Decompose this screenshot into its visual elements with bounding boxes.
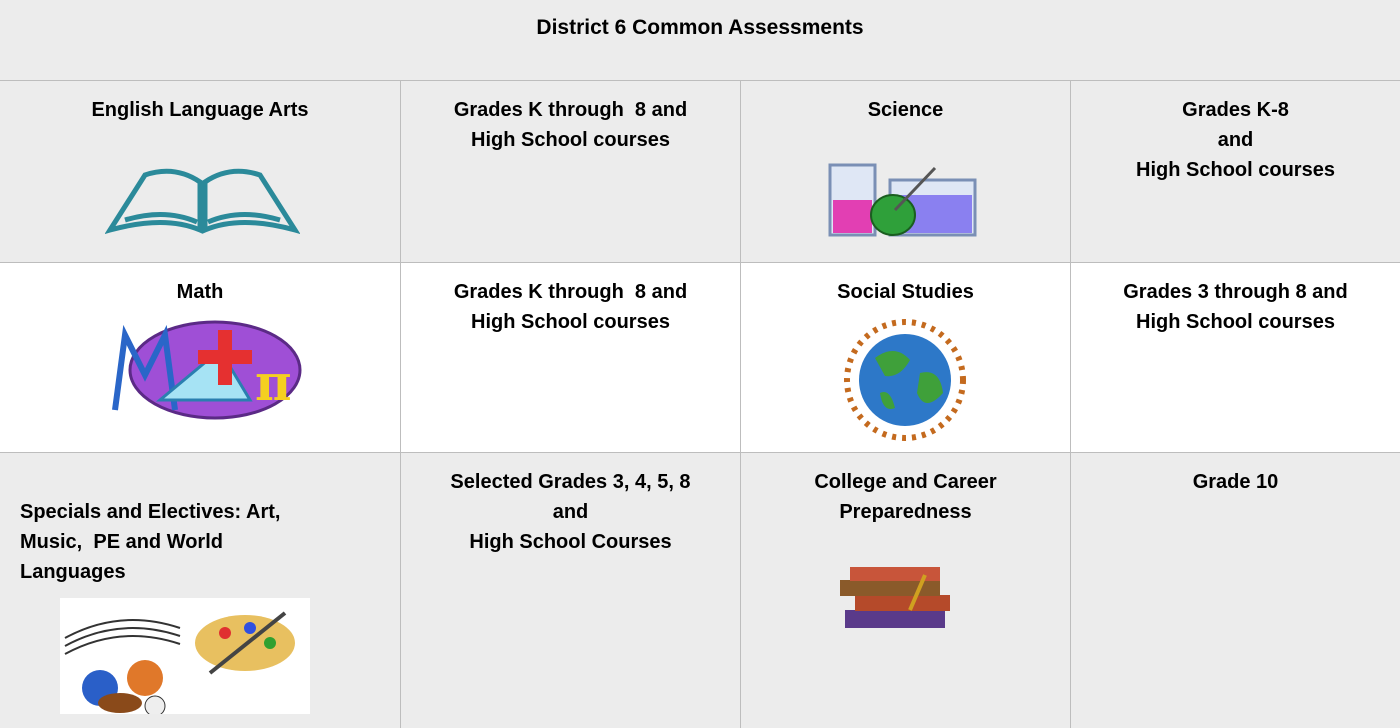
cell-text: Social Studies — [741, 277, 1070, 307]
text-line: High School courses — [471, 311, 670, 333]
text-line: High School Courses — [469, 531, 672, 553]
cell-text: Grades K-8 and High School courses — [1071, 95, 1400, 185]
cell-text: English Language Arts — [0, 95, 400, 125]
books-icon — [840, 567, 950, 628]
cell-text: Grades 3 through 8 and High School course… — [1071, 277, 1400, 337]
cell-text: Grades K through 8 and High School course… — [401, 95, 740, 155]
text-line: Grades K-8 — [1182, 99, 1289, 121]
cell-text: Selected Grades 3, 4, 5, 8 and High School… — [401, 467, 740, 557]
text-line: Specials and Electives: Art, — [20, 501, 281, 523]
svg-text:π: π — [255, 353, 292, 412]
text-line: English Language Arts — [91, 99, 309, 121]
table-cell: Science — [740, 80, 1070, 262]
text-line: Science — [867, 99, 944, 121]
specials-icon — [60, 598, 310, 714]
text-line: College and Career — [814, 471, 997, 493]
globe-icon — [844, 319, 966, 441]
cell-text: College and Career Preparedness — [741, 467, 1070, 527]
text-line: Selected Grades 3, 4, 5, 8 — [450, 471, 691, 493]
book-icon — [105, 168, 300, 234]
math-icon: π — [112, 320, 302, 420]
text-line: and — [1217, 129, 1254, 151]
text-line: Math — [176, 281, 224, 303]
text-line: Grades K through 8 and — [453, 99, 688, 121]
text-line: Music, PE and World — [20, 531, 223, 553]
text-line: Grade 10 — [1192, 471, 1279, 493]
title: District 6 Common Assessments — [0, 0, 1400, 80]
table-cell: Grades K through 8 and High School course… — [400, 80, 740, 262]
text-line: Social Studies — [837, 281, 974, 303]
cell-text: Specials and Electives: Art, Music, PE an… — [20, 497, 400, 587]
text-line: High School courses — [471, 129, 670, 151]
cell-text: Math — [0, 277, 400, 307]
text-line: Languages — [20, 561, 126, 583]
text-line: High School courses — [1136, 159, 1335, 181]
science-icon — [828, 163, 977, 237]
table-cell: Grade 10 — [1070, 452, 1400, 728]
table-cell: Grades K through 8 and High School course… — [400, 262, 740, 452]
table-cell: Grades 3 through 8 and High School course… — [1070, 262, 1400, 452]
text-line: High School courses — [1136, 311, 1335, 333]
cell-text: Grades K through 8 and High School course… — [401, 277, 740, 337]
text-line: and — [552, 501, 589, 523]
cell-text: Science — [741, 95, 1070, 125]
text-line: Preparedness — [839, 501, 972, 523]
text-line: Grades K through 8 and — [453, 281, 688, 303]
table-cell: Selected Grades 3, 4, 5, 8 and High School… — [400, 452, 740, 728]
table-cell: Grades K-8 and High School courses — [1070, 80, 1400, 262]
text-line: Grades 3 through 8 and — [1123, 281, 1348, 303]
cell-text: Grade 10 — [1071, 467, 1400, 497]
